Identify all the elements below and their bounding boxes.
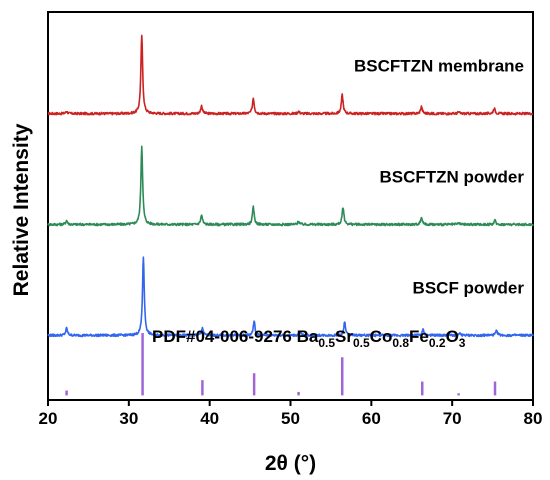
reference-label-subscript: 0.5 — [318, 336, 335, 350]
reference-label-element: Fe — [409, 327, 429, 346]
series-line — [47, 34, 534, 116]
series-group — [47, 34, 534, 338]
series-labels: BSCFTZN membrane BSCFTZN powder BSCF powde… — [152, 57, 524, 350]
reference-pattern — [65, 333, 497, 396]
reference-label-element: O — [446, 327, 459, 346]
x-tick-label: 20 — [39, 409, 58, 428]
series-line — [47, 145, 534, 227]
x-tick-label: 30 — [119, 409, 138, 428]
reference-label-element: Sr — [335, 327, 353, 346]
reference-label-subscript: 0.8 — [392, 336, 409, 350]
x-tick-label: 80 — [524, 409, 543, 428]
reference-label-main: PDF#04-006-9276 Ba — [152, 327, 319, 346]
x-tick-label: 40 — [200, 409, 219, 428]
x-tick-label: 60 — [362, 409, 381, 428]
reference-label-subscript: 3 — [459, 336, 466, 350]
reference-label: PDF#04-006-9276 Ba0.5Sr0.5Co0.8Fe0.2O3 — [152, 327, 466, 350]
reference-label-subscript: 0.2 — [429, 336, 446, 350]
x-axis: 20 30 40 50 60 70 80 — [39, 400, 543, 428]
y-axis-label: Relative Intensity — [10, 123, 33, 296]
x-tick-label: 50 — [281, 409, 300, 428]
x-tick-label: 70 — [443, 409, 462, 428]
series-label: BSCF powder — [413, 278, 525, 297]
reference-label-element: Co — [370, 327, 393, 346]
series-label: BSCFTZN membrane — [354, 57, 524, 76]
x-axis-label: 2θ (°) — [265, 452, 316, 475]
series-label: BSCFTZN powder — [380, 167, 525, 186]
reference-label-subscript: 0.5 — [353, 336, 370, 350]
series-line — [47, 256, 534, 338]
